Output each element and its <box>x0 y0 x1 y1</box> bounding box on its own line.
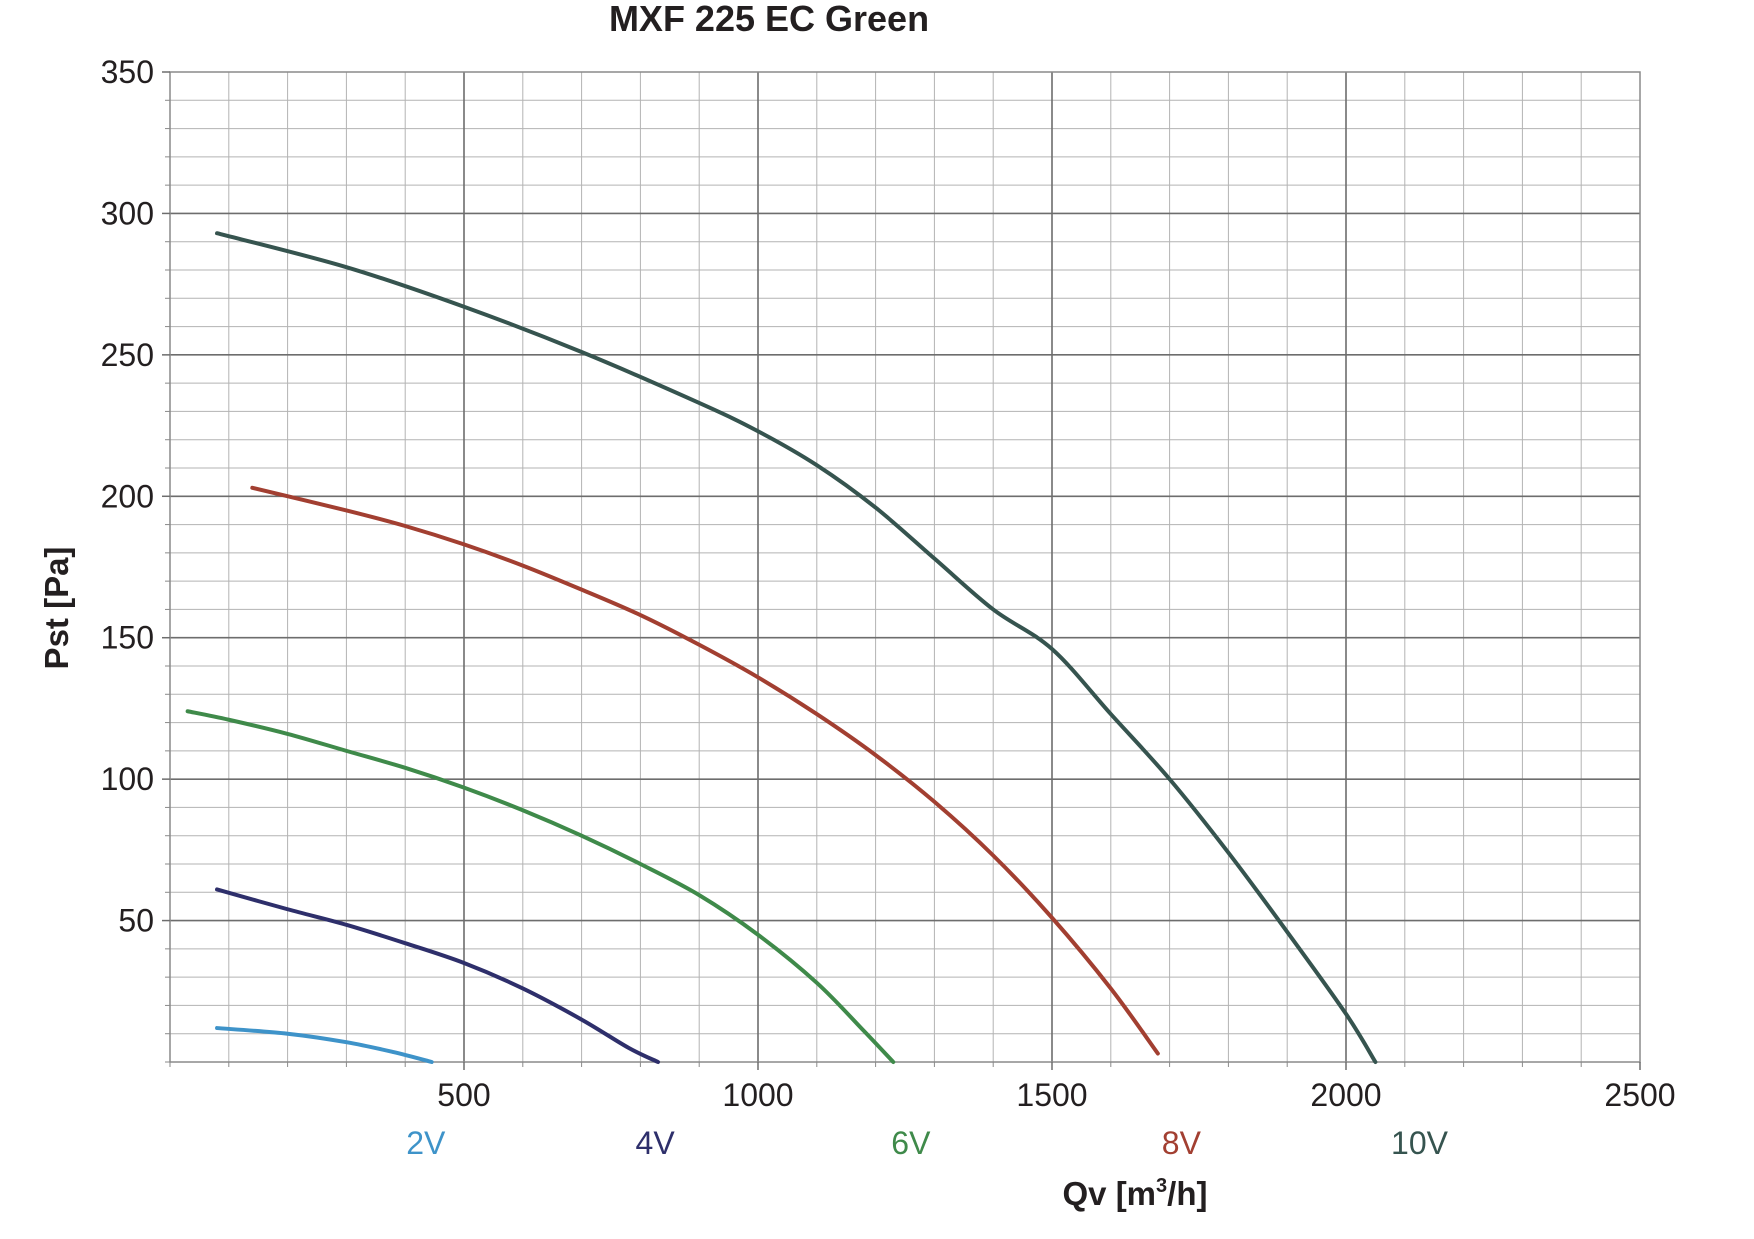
series-curve-6v <box>185 709 896 1064</box>
series-label-10v: 10V <box>1391 1125 1449 1161</box>
y-tick-label: 300 <box>101 195 154 231</box>
series-label-6v: 6V <box>891 1125 931 1161</box>
series-curve-4v <box>215 887 661 1064</box>
x-tick-label: 1000 <box>722 1077 793 1113</box>
series-label-2v: 2V <box>406 1125 446 1161</box>
x-tick-label: 2000 <box>1310 1077 1381 1113</box>
x-axis-ticks: 500 1000 1500 2000 2500 <box>169 1062 1676 1113</box>
chart-title: MXF 225 EC Green <box>609 0 929 39</box>
y-tick-label: 150 <box>101 620 154 656</box>
x-tick-label: 2500 <box>1604 1077 1675 1113</box>
series-labels: 2V 4V 6V 8V 10V <box>406 1125 1448 1161</box>
x-axis-title-superscript: 3 <box>1156 1175 1167 1197</box>
series-label-4v: 4V <box>636 1125 676 1161</box>
y-tick-label: 350 <box>101 54 154 90</box>
x-tick-label: 500 <box>437 1077 490 1113</box>
y-tick-label: 200 <box>101 478 154 514</box>
series-curve-10v <box>215 231 1378 1064</box>
x-axis-title: Qv [m3/h] <box>1063 1175 1208 1212</box>
y-axis-title: Pst [Pa] <box>38 547 75 670</box>
minor-grid <box>170 72 1640 1062</box>
y-tick-label: 100 <box>101 761 154 797</box>
series-curve-8v <box>250 485 1160 1056</box>
plot-frame <box>169 71 1641 1063</box>
series-curve-2v <box>215 1026 434 1064</box>
y-tick-label: 250 <box>101 337 154 373</box>
x-axis-title-main: Qv [m <box>1063 1175 1157 1212</box>
x-tick-label: 1500 <box>1016 1077 1087 1113</box>
series-label-8v: 8V <box>1162 1125 1202 1161</box>
y-tick-label: 50 <box>118 903 154 939</box>
x-axis-title-end: /h] <box>1167 1175 1207 1212</box>
y-axis-ticks: 50 100 150 200 250 300 350 <box>101 54 170 1063</box>
series-curves <box>185 231 1378 1064</box>
